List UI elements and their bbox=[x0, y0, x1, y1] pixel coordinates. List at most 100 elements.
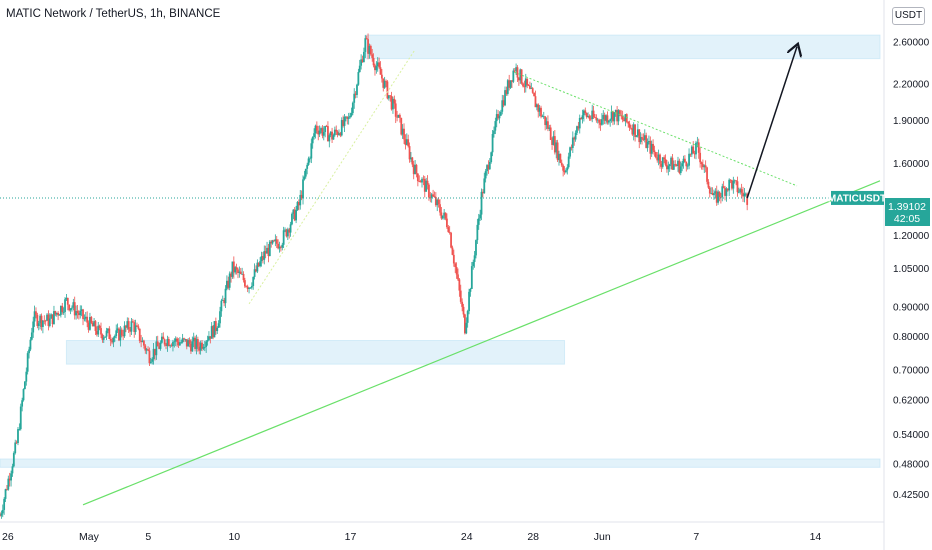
currency-unit-badge[interactable]: USDT bbox=[892, 7, 925, 25]
candle-body bbox=[354, 93, 357, 95]
candle-body bbox=[661, 157, 664, 167]
candle-body bbox=[746, 193, 749, 205]
candle-body bbox=[502, 100, 505, 106]
candle-body bbox=[61, 305, 64, 313]
candle-body bbox=[576, 126, 578, 133]
candle-body bbox=[527, 85, 530, 86]
candle-body bbox=[296, 201, 299, 210]
candle-body bbox=[630, 127, 632, 129]
y-tick-label: 0.48000 bbox=[893, 460, 930, 471]
candle-body bbox=[695, 142, 697, 155]
candle-body bbox=[677, 160, 679, 167]
candle-body bbox=[480, 191, 483, 215]
candle-body bbox=[231, 261, 234, 277]
candle-body bbox=[387, 95, 390, 99]
y-tick-label: 1.60000 bbox=[893, 159, 930, 170]
candle-body bbox=[210, 326, 213, 339]
candle-body bbox=[531, 88, 534, 93]
candle-body bbox=[472, 261, 475, 267]
y-tick-label: 1.20000 bbox=[893, 231, 930, 242]
candle-body bbox=[605, 115, 607, 121]
candle-body bbox=[84, 316, 87, 319]
x-tick-label: 26 bbox=[2, 531, 14, 543]
candle-body bbox=[459, 290, 462, 302]
candle-body bbox=[719, 196, 722, 198]
candle-body bbox=[699, 152, 702, 163]
candle-body bbox=[704, 165, 707, 168]
candle-body bbox=[268, 241, 271, 257]
candle-body bbox=[544, 116, 547, 126]
candle-body bbox=[488, 162, 491, 170]
candle-body bbox=[26, 353, 29, 372]
candle-body bbox=[43, 320, 46, 322]
candle-body bbox=[119, 329, 122, 341]
candle-body bbox=[118, 328, 120, 341]
candle-body bbox=[724, 187, 726, 196]
candle-body bbox=[196, 339, 199, 347]
candle-body bbox=[542, 116, 545, 118]
candle-body bbox=[335, 129, 338, 132]
candle-body bbox=[635, 135, 638, 137]
candle-body bbox=[93, 321, 95, 327]
candle-body bbox=[530, 88, 533, 89]
candle-body bbox=[223, 299, 226, 304]
candle-body bbox=[220, 300, 223, 312]
candle-body bbox=[190, 343, 192, 352]
candle-body bbox=[737, 191, 740, 193]
candle-body bbox=[333, 129, 336, 136]
candle-body bbox=[493, 130, 495, 134]
candle-body bbox=[77, 313, 80, 316]
candle-body bbox=[205, 341, 208, 347]
candle-body bbox=[560, 162, 563, 166]
candle-body bbox=[383, 80, 386, 88]
price-tag-countdown: 42:05 bbox=[894, 213, 920, 225]
candle-body bbox=[82, 309, 84, 319]
candle-body bbox=[101, 334, 104, 340]
price-tag-value: 1.39102 bbox=[888, 201, 926, 213]
resistance-trendline bbox=[514, 71, 798, 187]
candle-body bbox=[512, 70, 515, 82]
candle-body bbox=[178, 342, 181, 346]
candle-body bbox=[80, 309, 83, 311]
candle-body bbox=[504, 90, 506, 106]
candle-body bbox=[701, 164, 704, 168]
candle-body bbox=[202, 347, 205, 349]
candle-body bbox=[495, 114, 498, 122]
candle-body bbox=[10, 473, 12, 481]
candle-body bbox=[176, 338, 179, 342]
candle-body bbox=[129, 329, 131, 332]
candle-body bbox=[396, 116, 399, 118]
candle-body bbox=[508, 80, 511, 88]
candle-body bbox=[83, 318, 86, 320]
candle-body bbox=[392, 98, 394, 110]
candle-body bbox=[466, 311, 469, 323]
candle-body bbox=[600, 119, 603, 125]
candle-body bbox=[477, 218, 480, 225]
candle-body bbox=[148, 350, 151, 364]
candle-body bbox=[501, 100, 504, 112]
candle-body bbox=[448, 231, 451, 233]
candle-body bbox=[703, 165, 706, 168]
candle-body bbox=[125, 325, 127, 328]
candle-body bbox=[529, 85, 531, 89]
candle-body bbox=[656, 157, 659, 161]
candle-body bbox=[574, 132, 577, 140]
candle-body bbox=[429, 197, 432, 199]
candle-body bbox=[239, 271, 242, 275]
candle-body bbox=[690, 146, 693, 155]
candle-body bbox=[342, 120, 345, 126]
candle-body bbox=[221, 299, 224, 301]
candle-body bbox=[378, 62, 381, 68]
candle-body bbox=[432, 194, 434, 197]
candle-body bbox=[245, 286, 248, 288]
candle-body bbox=[151, 359, 154, 362]
x-tick-label: 24 bbox=[461, 531, 473, 543]
candle-body bbox=[213, 321, 216, 338]
candle-body bbox=[36, 314, 39, 326]
candle-body bbox=[436, 199, 439, 206]
candle-body bbox=[15, 442, 18, 444]
candle-body bbox=[494, 121, 497, 131]
candle-body bbox=[329, 131, 332, 136]
projection-arrow bbox=[746, 47, 797, 199]
